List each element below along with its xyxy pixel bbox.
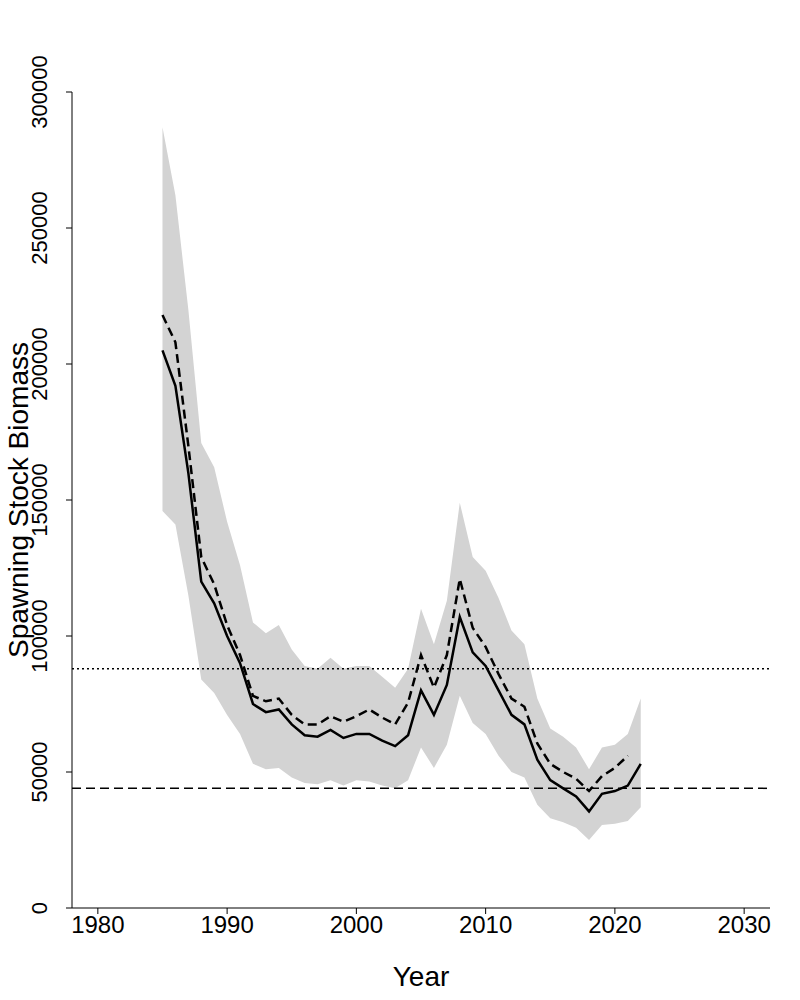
- svg-text:1980: 1980: [71, 911, 124, 938]
- svg-text:200000: 200000: [27, 327, 52, 400]
- svg-text:100000: 100000: [27, 599, 52, 672]
- svg-text:50000: 50000: [27, 741, 52, 802]
- svg-text:2020: 2020: [588, 911, 641, 938]
- svg-text:2030: 2030: [717, 911, 770, 938]
- svg-text:150000: 150000: [27, 463, 52, 536]
- svg-text:1990: 1990: [200, 911, 253, 938]
- svg-text:2010: 2010: [459, 911, 512, 938]
- svg-text:2000: 2000: [330, 911, 383, 938]
- svg-text:300000: 300000: [27, 55, 52, 128]
- svg-text:0: 0: [27, 902, 52, 914]
- svg-text:Year: Year: [393, 961, 450, 992]
- svg-text:250000: 250000: [27, 191, 52, 264]
